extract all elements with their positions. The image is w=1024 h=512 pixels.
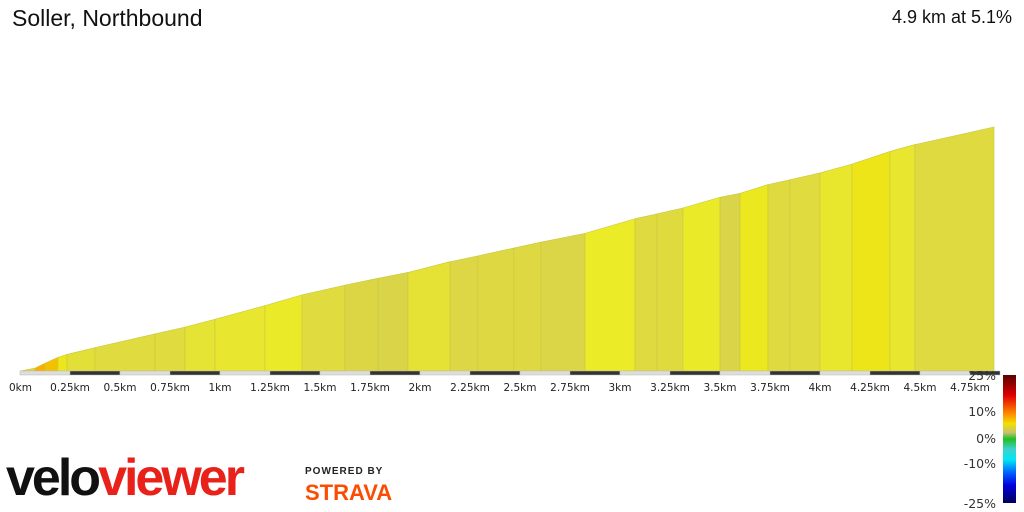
profile-segment (66, 347, 96, 372)
x-tick-label: 3.25km (650, 382, 690, 394)
gradient-legend-label: -10% (964, 456, 996, 471)
profile-segment (682, 196, 721, 372)
profile-segment (819, 163, 853, 372)
page-title: Soller, Northbound (12, 5, 203, 31)
distance-scale-block (119, 370, 171, 376)
profile-segment (584, 218, 636, 372)
distance-scale-block (19, 370, 71, 376)
x-tick-label: 4.75km (950, 382, 990, 394)
distance-scale-block (619, 370, 671, 376)
distance-scale-block (769, 370, 821, 376)
profile-segment (513, 241, 542, 372)
powered-by-label: POWERED BY (305, 466, 384, 477)
distance-scale-block (69, 370, 121, 376)
x-tick-label: 3.5km (703, 382, 736, 394)
x-tick-label: 1.75km (350, 382, 390, 394)
profile-segment (34, 362, 46, 372)
profile-segment (789, 172, 821, 372)
gradient-legend-bar (1003, 375, 1016, 503)
profile-segment (154, 326, 186, 372)
x-tick-label: 4km (809, 382, 832, 394)
x-tick-label: 3.75km (750, 382, 790, 394)
profile-segment (477, 247, 515, 372)
distance-scale-block (869, 370, 921, 376)
gradient-legend-label: -25% (964, 496, 996, 511)
x-tick-label: 4.5km (903, 382, 936, 394)
distance-scale-block (269, 370, 321, 376)
profile-segment (44, 356, 59, 372)
distance-scale-block (369, 370, 421, 376)
x-tick-label: 2.5km (503, 382, 536, 394)
x-tick-label: 4.25km (850, 382, 890, 394)
profile-segment (656, 207, 684, 372)
distance-scale-block (169, 370, 221, 376)
distance-scale-block (969, 370, 1001, 376)
x-tick-label: 0km (9, 382, 32, 394)
x-tick-label: 1.5km (303, 382, 336, 394)
x-tick-label: 0.75km (150, 382, 190, 394)
distance-scale-block (819, 370, 871, 376)
distance-scale-block (519, 370, 571, 376)
gradient-legend-label: 0% (976, 431, 996, 446)
climb-summary: 4.9 km at 5.1% (891, 7, 1012, 27)
profile-segment (914, 126, 995, 372)
profile-segment (264, 294, 303, 372)
profile-segment (377, 272, 409, 372)
profile-segment (407, 261, 451, 372)
profile-segment (57, 353, 68, 372)
gradient-legend-label: 25% (968, 368, 996, 383)
profile-segment (540, 233, 586, 372)
profile-segment (19, 367, 36, 372)
distance-scale-block (669, 370, 721, 376)
distance-scale-block (919, 370, 971, 376)
x-tick-label: 2km (409, 382, 432, 394)
x-tick-label: 0.5km (103, 382, 136, 394)
profile-segment (344, 277, 379, 372)
veloviewer-logo: veloviewer (6, 449, 245, 507)
x-tick-label: 3km (609, 382, 632, 394)
profile-segment (214, 305, 266, 372)
x-tick-label: 1.25km (250, 382, 290, 394)
profile-segment (767, 179, 791, 372)
profile-segment (634, 213, 658, 372)
gradient-legend-label: 10% (968, 404, 996, 419)
distance-scale-block (469, 370, 521, 376)
x-tick-label: 0.25km (50, 382, 90, 394)
profile-segment (449, 255, 479, 372)
distance-scale-block (419, 370, 471, 376)
x-tick-label: 1km (209, 382, 232, 394)
distance-scale-block (569, 370, 621, 376)
distance-scale-block (319, 370, 371, 376)
strava-logo: STRAVA (305, 480, 393, 505)
profile-segment (889, 144, 916, 372)
profile-segment (301, 284, 346, 372)
distance-scale-block (719, 370, 771, 376)
profile-segment (851, 150, 891, 372)
profile-segment (184, 318, 216, 372)
profile-segment (719, 193, 741, 372)
x-tick-label: 2.25km (450, 382, 490, 394)
profile-segment (739, 184, 769, 372)
distance-scale-block (219, 370, 271, 376)
x-tick-label: 2.75km (550, 382, 590, 394)
profile-segment (94, 333, 156, 372)
